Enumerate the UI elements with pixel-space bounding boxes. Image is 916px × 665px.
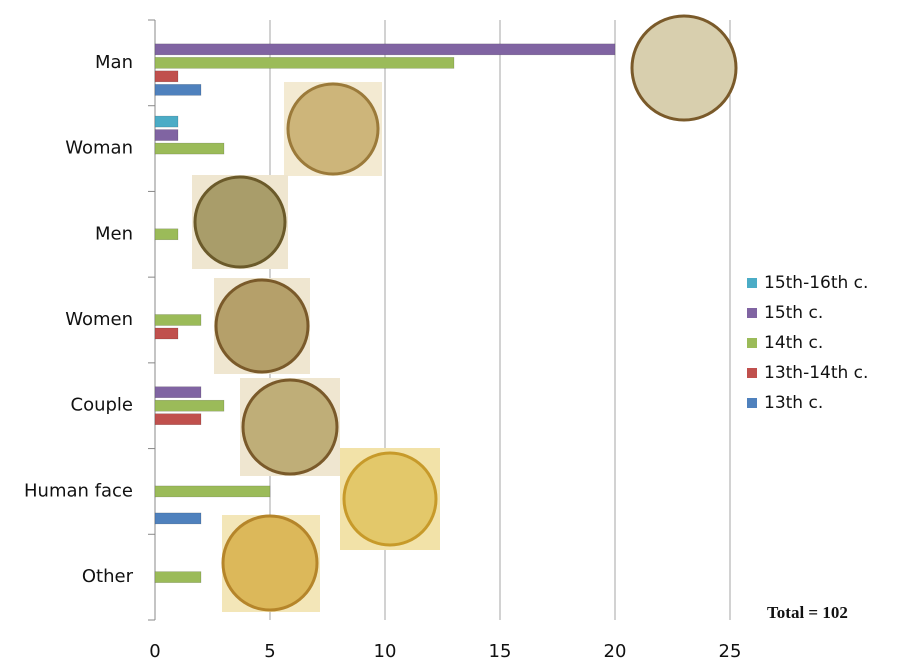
y-tick-label: Men <box>95 223 133 244</box>
bar <box>154 228 179 241</box>
bar <box>154 571 202 583</box>
legend-label: 15th c. <box>764 303 823 323</box>
bar <box>154 142 225 155</box>
y-tick-label: Woman <box>65 138 133 159</box>
y-tick-label: Human face <box>24 480 133 501</box>
y-tick-label: Women <box>65 309 133 330</box>
bar <box>154 314 202 326</box>
bar <box>154 327 179 340</box>
bar <box>154 386 202 398</box>
legend-swatch <box>747 368 757 378</box>
bar <box>154 413 202 425</box>
legend-label: 13th-14th c. <box>764 363 868 383</box>
x-tick-label: 15 <box>489 641 512 662</box>
bar <box>154 485 271 498</box>
y-tick-label: Man <box>95 52 133 73</box>
bar <box>154 70 179 83</box>
legend-swatch <box>747 338 757 348</box>
bar <box>154 115 179 128</box>
bar <box>154 399 225 412</box>
legend-label: 13th c. <box>764 393 823 413</box>
x-tick-label: 0 <box>149 641 160 662</box>
x-tick-label: 10 <box>374 641 397 662</box>
x-tick-label: 5 <box>264 641 275 662</box>
bar <box>154 57 455 69</box>
bar <box>154 512 202 525</box>
bar <box>154 43 616 56</box>
bowl-photo <box>630 14 738 122</box>
bowl-photo <box>241 378 339 476</box>
y-tick-label: Couple <box>71 395 134 416</box>
legend-swatch <box>747 398 757 408</box>
x-tick-label: 20 <box>604 641 627 662</box>
bowl-photo <box>193 175 287 269</box>
legend-swatch <box>747 278 757 288</box>
total-annotation: Total = 102 <box>767 603 848 622</box>
bowl-photo <box>221 514 319 612</box>
x-tick-label: 25 <box>719 641 742 662</box>
bowl-photo <box>214 278 310 374</box>
bowl-photo <box>342 451 438 547</box>
y-tick-label: Other <box>82 566 134 587</box>
legend-swatch <box>747 308 757 318</box>
bowl-photo <box>286 82 380 176</box>
bowl-photos <box>192 14 738 612</box>
legend-label: 15th-16th c. <box>764 273 868 293</box>
plot: 0 5 10 15 20 25 Man Woman Men Women Couple Human fa… <box>24 19 868 662</box>
legend-label: 14th c. <box>764 333 823 353</box>
bar <box>154 129 179 141</box>
bar <box>154 84 202 96</box>
